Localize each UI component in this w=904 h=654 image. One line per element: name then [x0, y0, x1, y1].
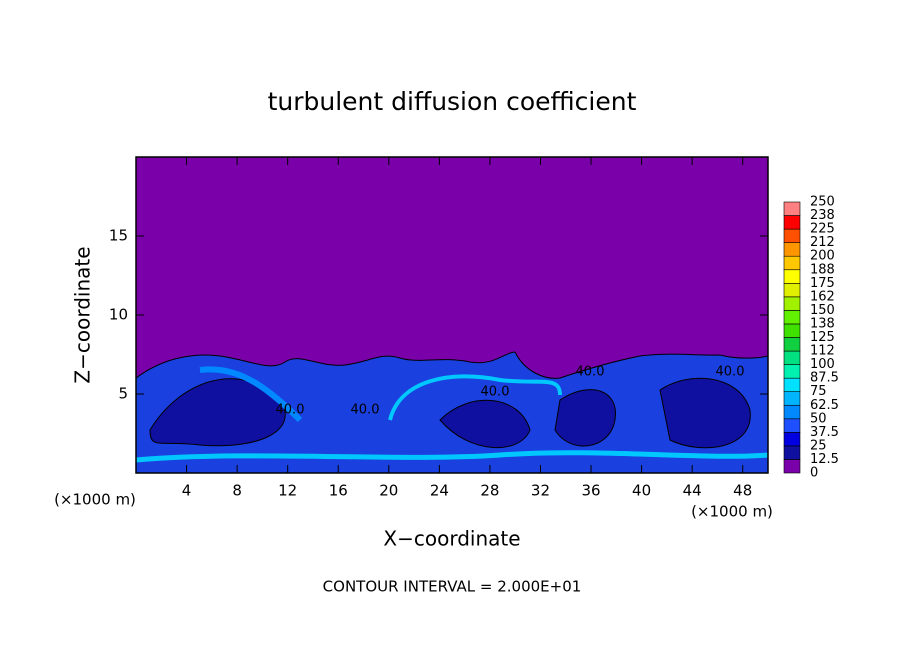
colorbar-label: 75: [810, 384, 827, 399]
x-tick-label: 28: [480, 482, 499, 500]
colorbar-cell: [783, 337, 801, 352]
footer: CONTOUR INTERVAL = 2.000E+01: [323, 578, 582, 596]
x-tick-label: 44: [683, 482, 702, 500]
colorbar-cell: [783, 296, 801, 311]
colorbar-label: 238: [810, 208, 835, 223]
y-tick-label: 15: [109, 227, 128, 245]
swirl: [199, 366, 303, 423]
eddy: [554, 389, 616, 447]
eddy: [439, 399, 531, 449]
x-tick-label: 24: [430, 482, 449, 500]
x-tick-label: 32: [531, 482, 550, 500]
x-unit-left: (×1000 m): [54, 491, 136, 509]
x-tick-label: 40: [632, 482, 651, 500]
colorbar-label: 37.5: [810, 425, 839, 440]
x-axis-label: X−coordinate: [383, 527, 520, 551]
colorbar-cell: [783, 242, 801, 257]
colorbar-label: 225: [810, 222, 835, 237]
x-tick-label: 16: [329, 482, 348, 500]
x-unit-right: (×1000 m): [691, 503, 773, 521]
contour-label: 40.0: [576, 365, 605, 380]
x-tick-label: 36: [581, 482, 600, 500]
colorbar-cell: [783, 459, 801, 474]
x-tick-label: 8: [232, 482, 242, 500]
colorbar-label: 125: [810, 330, 835, 345]
x-tick-label: 12: [278, 482, 297, 500]
chart-title: turbulent diffusion coefficient: [268, 87, 637, 116]
colorbar-label: 188: [810, 262, 835, 277]
colorbar-label: 200: [810, 249, 835, 264]
y-tick-label: 10: [109, 306, 128, 324]
colorbar-label: 87.5: [810, 371, 839, 386]
x-tick-label: 48: [733, 482, 752, 500]
colorbar-label: 112: [810, 344, 835, 359]
colorbar-cell: [783, 445, 801, 460]
swirl: [388, 374, 562, 421]
x-tick-label: 20: [379, 482, 398, 500]
field: [135, 157, 769, 474]
colorbar-label: 175: [810, 276, 835, 291]
colorbar-label: 25: [810, 438, 827, 453]
colorbar-label: 212: [810, 235, 835, 250]
colorbar-cell: [783, 323, 801, 338]
colorbar-cell: [783, 391, 801, 406]
swirl: [135, 450, 769, 463]
colorbar-cell: [783, 364, 801, 379]
contour-label: 40.0: [351, 403, 380, 418]
colorbar-cell: [783, 350, 801, 365]
eddy: [149, 378, 286, 447]
colorbar-label: 62.5: [810, 398, 839, 413]
colorbar-cell: [783, 255, 801, 271]
colorbar-cell: [783, 404, 801, 420]
colorbar-label: 162: [810, 289, 835, 304]
colorbar-label: 0: [810, 466, 818, 481]
colorbar-cell: [783, 282, 801, 298]
colorbar-cell: [783, 228, 801, 243]
colorbar-cell: [783, 215, 801, 230]
contour-label: 40.0: [481, 385, 510, 400]
colorbar-label: 138: [810, 316, 835, 331]
colorbar-cell: [783, 418, 801, 433]
x-tick-label: 4: [182, 482, 192, 500]
colorbar-label: 150: [810, 303, 835, 318]
colorbar-cell: [783, 201, 801, 216]
y-axis-label: Z−coordinate: [71, 246, 95, 383]
colorbar-cell: [783, 432, 801, 447]
colorbar-cell: [783, 377, 801, 392]
y-tick-label: 5: [118, 385, 128, 403]
contour-label: 40.0: [716, 365, 745, 380]
colorbar-cell: [783, 269, 801, 284]
contour-label: 40.0: [276, 403, 305, 418]
colorbar-label: 100: [810, 357, 835, 372]
eddy: [659, 377, 751, 449]
colorbar-cell: [783, 310, 801, 325]
colorbar-label: 250: [810, 195, 835, 210]
colorbar-label: 12.5: [810, 452, 839, 467]
colorbar-label: 50: [810, 411, 827, 426]
